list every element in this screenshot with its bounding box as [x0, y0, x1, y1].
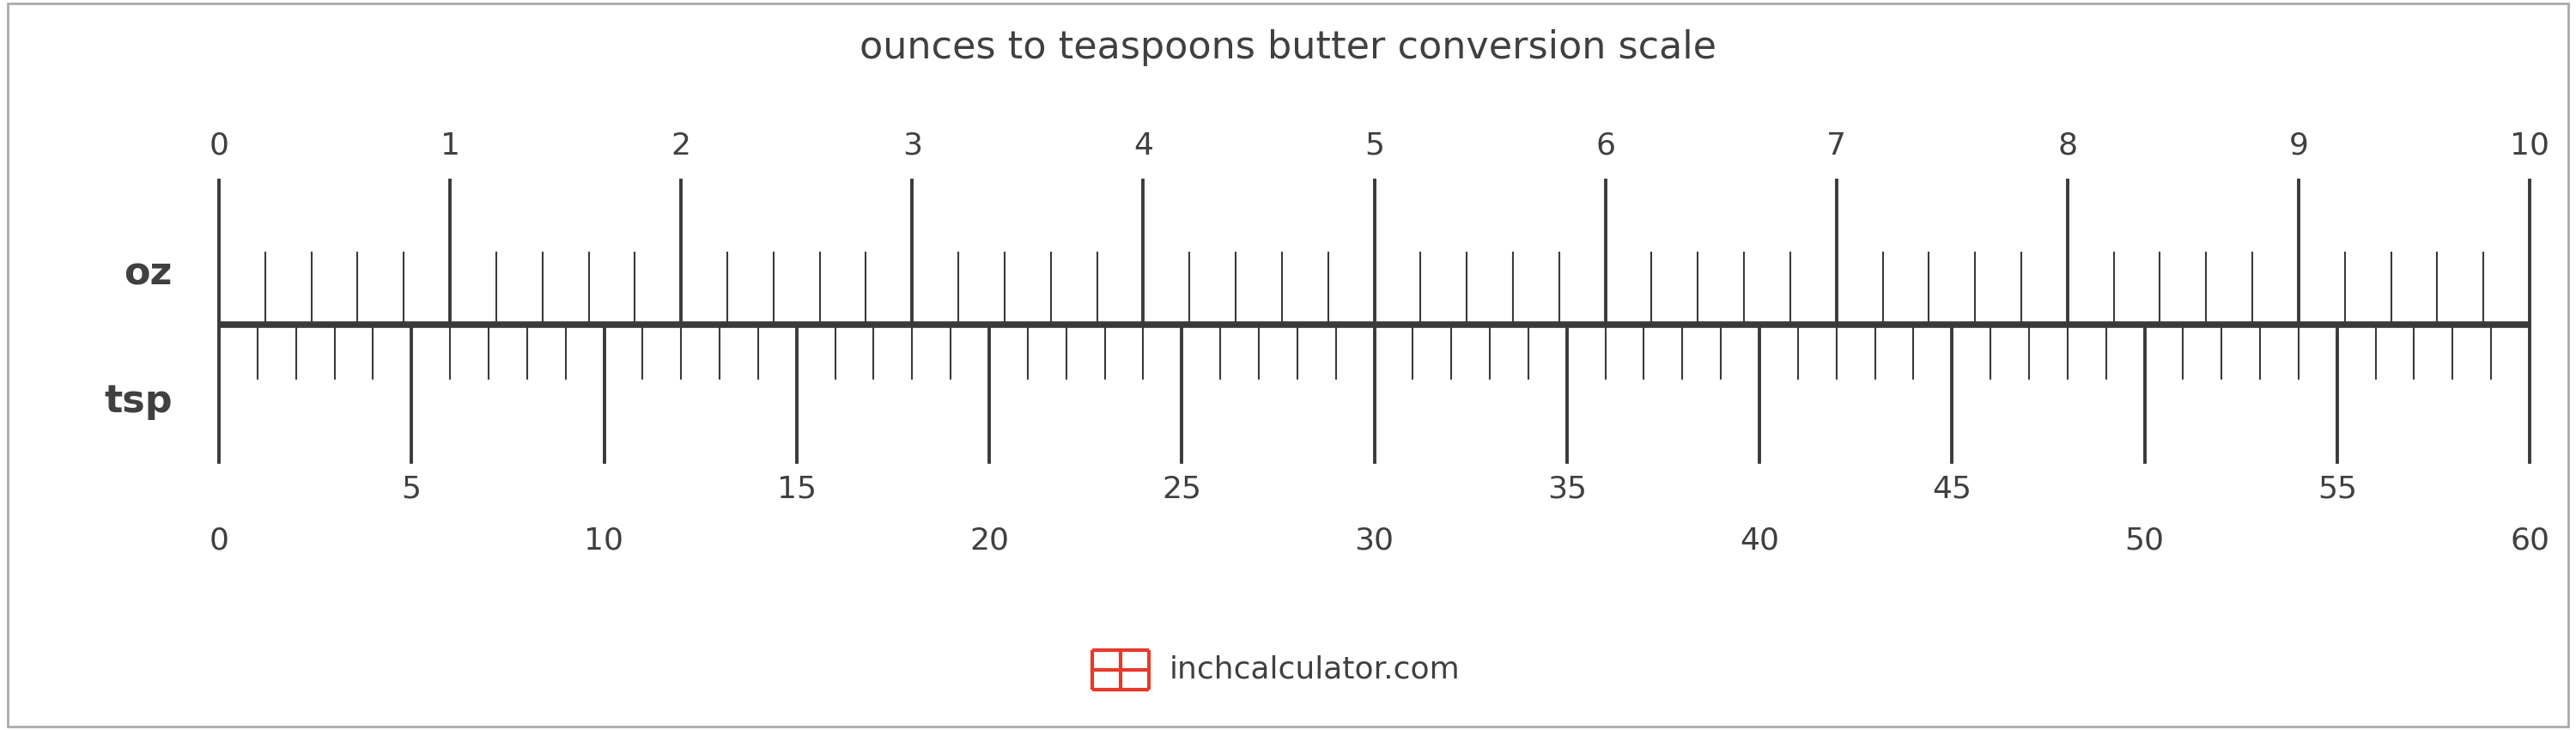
Text: 25: 25: [1162, 474, 1200, 504]
Text: 1: 1: [440, 131, 461, 161]
Text: 40: 40: [1739, 526, 1780, 555]
Text: 15: 15: [778, 474, 817, 504]
Text: 2: 2: [672, 131, 690, 161]
Text: 5: 5: [1365, 131, 1383, 161]
Text: 5: 5: [402, 474, 422, 504]
Text: 55: 55: [2318, 474, 2357, 504]
Text: 35: 35: [1548, 474, 1587, 504]
Text: 7: 7: [1826, 131, 1847, 161]
Text: 4: 4: [1133, 131, 1154, 161]
Text: 20: 20: [969, 526, 1010, 555]
Text: 3: 3: [902, 131, 922, 161]
Text: 10: 10: [2509, 131, 2550, 161]
Text: 30: 30: [1355, 526, 1394, 555]
Text: inchcalculator.com: inchcalculator.com: [1170, 656, 1461, 685]
Text: 6: 6: [1595, 131, 1615, 161]
Text: ounces to teaspoons butter conversion scale: ounces to teaspoons butter conversion sc…: [860, 29, 1716, 66]
Text: oz: oz: [124, 255, 173, 292]
Text: 10: 10: [585, 526, 623, 555]
Text: tsp: tsp: [103, 383, 173, 420]
Text: 9: 9: [2287, 131, 2308, 161]
Text: 0: 0: [209, 131, 229, 161]
Text: 0: 0: [209, 526, 229, 555]
Text: 45: 45: [1932, 474, 1971, 504]
Text: 8: 8: [2058, 131, 2076, 161]
Text: 50: 50: [2125, 526, 2164, 555]
Text: 60: 60: [2509, 526, 2550, 555]
